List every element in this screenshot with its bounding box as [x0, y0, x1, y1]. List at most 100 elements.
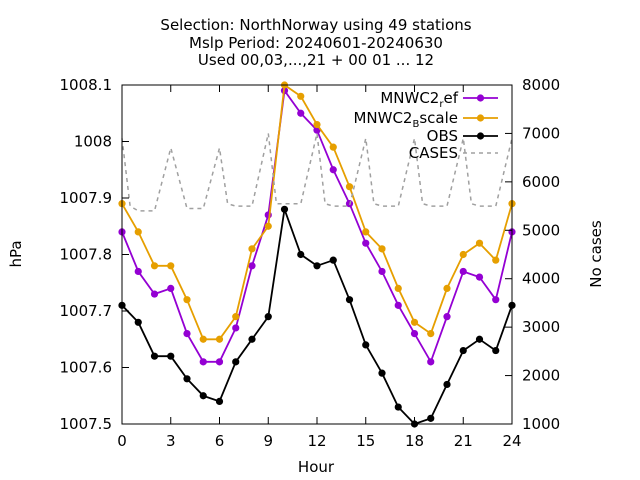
- x-tick-label: 18: [405, 432, 424, 450]
- x-tick-label: 3: [166, 432, 176, 450]
- title-line-3: Used 00,03,...,21 + 00 01 ... 12: [198, 51, 434, 69]
- data-point: [443, 313, 451, 321]
- y2-tick-label: 6000: [522, 173, 560, 191]
- data-point: [167, 352, 175, 360]
- y2-tick-label: 5000: [522, 221, 560, 239]
- title-line-2: Mslp Period: 20240601-20240630: [189, 34, 443, 52]
- data-point: [475, 273, 484, 281]
- y-tick-label: 1007.7: [60, 302, 113, 320]
- y2-tick-label: 8000: [522, 76, 560, 94]
- data-point: [459, 250, 467, 259]
- y2-tick-label: 7000: [522, 124, 560, 142]
- data-point: [183, 330, 191, 338]
- data-point: [459, 346, 467, 355]
- legend-label: MNWC2Bscale: [353, 109, 458, 130]
- data-point: [264, 222, 272, 230]
- data-point: [492, 256, 500, 264]
- data-point: [475, 239, 484, 247]
- data-point: [492, 346, 500, 355]
- data-point: [394, 301, 402, 309]
- data-point: [248, 262, 256, 270]
- data-point: [134, 318, 142, 326]
- x-tick-label: 15: [356, 432, 375, 450]
- data-point: [345, 183, 354, 191]
- x-tick-label: 6: [215, 432, 225, 450]
- data-point: [134, 228, 142, 236]
- data-point: [297, 92, 305, 100]
- data-point: [167, 262, 175, 270]
- y2-axis-label: No cases: [587, 220, 605, 288]
- legend-label: CASES: [409, 144, 458, 162]
- data-point: [264, 313, 272, 321]
- y-tick-label: 1007.6: [60, 359, 113, 377]
- data-point: [329, 143, 337, 151]
- y-tick-label: 1008: [74, 133, 112, 151]
- data-point: [329, 166, 337, 174]
- y2-tick-label: 1000: [522, 415, 560, 433]
- data-point: [394, 284, 402, 292]
- chart-title: Selection: NorthNorway using 49 stations…: [160, 16, 471, 69]
- data-point: [329, 256, 337, 264]
- data-point: [394, 403, 402, 411]
- data-point: [443, 284, 451, 292]
- y-tick-label: 1007.5: [60, 415, 113, 433]
- data-point: [215, 335, 224, 343]
- legend-marker: [476, 114, 485, 122]
- data-point: [427, 414, 435, 422]
- x-tick-label: 21: [454, 432, 473, 450]
- data-point: [492, 296, 500, 304]
- y2-tick-label: 4000: [522, 270, 560, 288]
- data-point: [313, 120, 321, 129]
- data-point: [183, 296, 191, 304]
- data-point: [199, 392, 207, 400]
- data-point: [215, 358, 224, 366]
- data-point: [427, 330, 435, 338]
- data-point: [443, 380, 451, 389]
- data-point: [378, 267, 386, 276]
- data-point: [183, 375, 191, 383]
- data-point: [345, 296, 354, 304]
- legend-label: MNWC2ref: [380, 89, 458, 110]
- legend-label: OBS: [427, 127, 458, 145]
- data-point: [232, 313, 240, 321]
- series-line-cases: [121, 133, 513, 212]
- x-axis-label: Hour: [298, 458, 335, 476]
- plot-area: [118, 81, 516, 428]
- data-point: [475, 335, 484, 343]
- y-tick-label: 1007.9: [60, 189, 113, 207]
- x-tick-label: 12: [307, 432, 326, 450]
- data-point: [362, 341, 370, 349]
- data-point: [280, 205, 289, 213]
- data-point: [313, 262, 321, 270]
- y2-tick-label: 3000: [522, 318, 560, 336]
- data-point: [150, 262, 159, 270]
- data-point: [232, 358, 240, 366]
- data-point: [362, 228, 370, 236]
- x-tick-label: 9: [263, 432, 273, 450]
- data-point: [215, 397, 224, 405]
- data-point: [410, 318, 419, 326]
- axes: 0 3 6 9 12 15 18 21 24 1007.5 1007.6 1007.7 1007.8 10…: [60, 76, 561, 450]
- data-point: [150, 290, 159, 298]
- legend-marker: [476, 94, 485, 102]
- title-line-1: Selection: NorthNorway using 49 stations: [160, 16, 471, 34]
- legend-marker: [476, 132, 485, 140]
- data-point: [134, 267, 142, 276]
- y2-tick-label: 2000: [522, 367, 560, 385]
- x-tick-label: 0: [117, 432, 127, 450]
- data-point: [378, 245, 386, 253]
- y-tick-label: 1007.8: [60, 246, 113, 264]
- data-point: [167, 284, 175, 292]
- data-point: [297, 109, 305, 117]
- data-point: [232, 324, 240, 332]
- x-tick-label: 24: [502, 432, 521, 450]
- data-point: [410, 330, 419, 338]
- data-point: [199, 358, 207, 366]
- data-point: [297, 250, 305, 259]
- data-point: [362, 239, 370, 247]
- data-point: [248, 245, 256, 253]
- y-axis-label: hPa: [7, 240, 25, 267]
- data-point: [150, 352, 159, 360]
